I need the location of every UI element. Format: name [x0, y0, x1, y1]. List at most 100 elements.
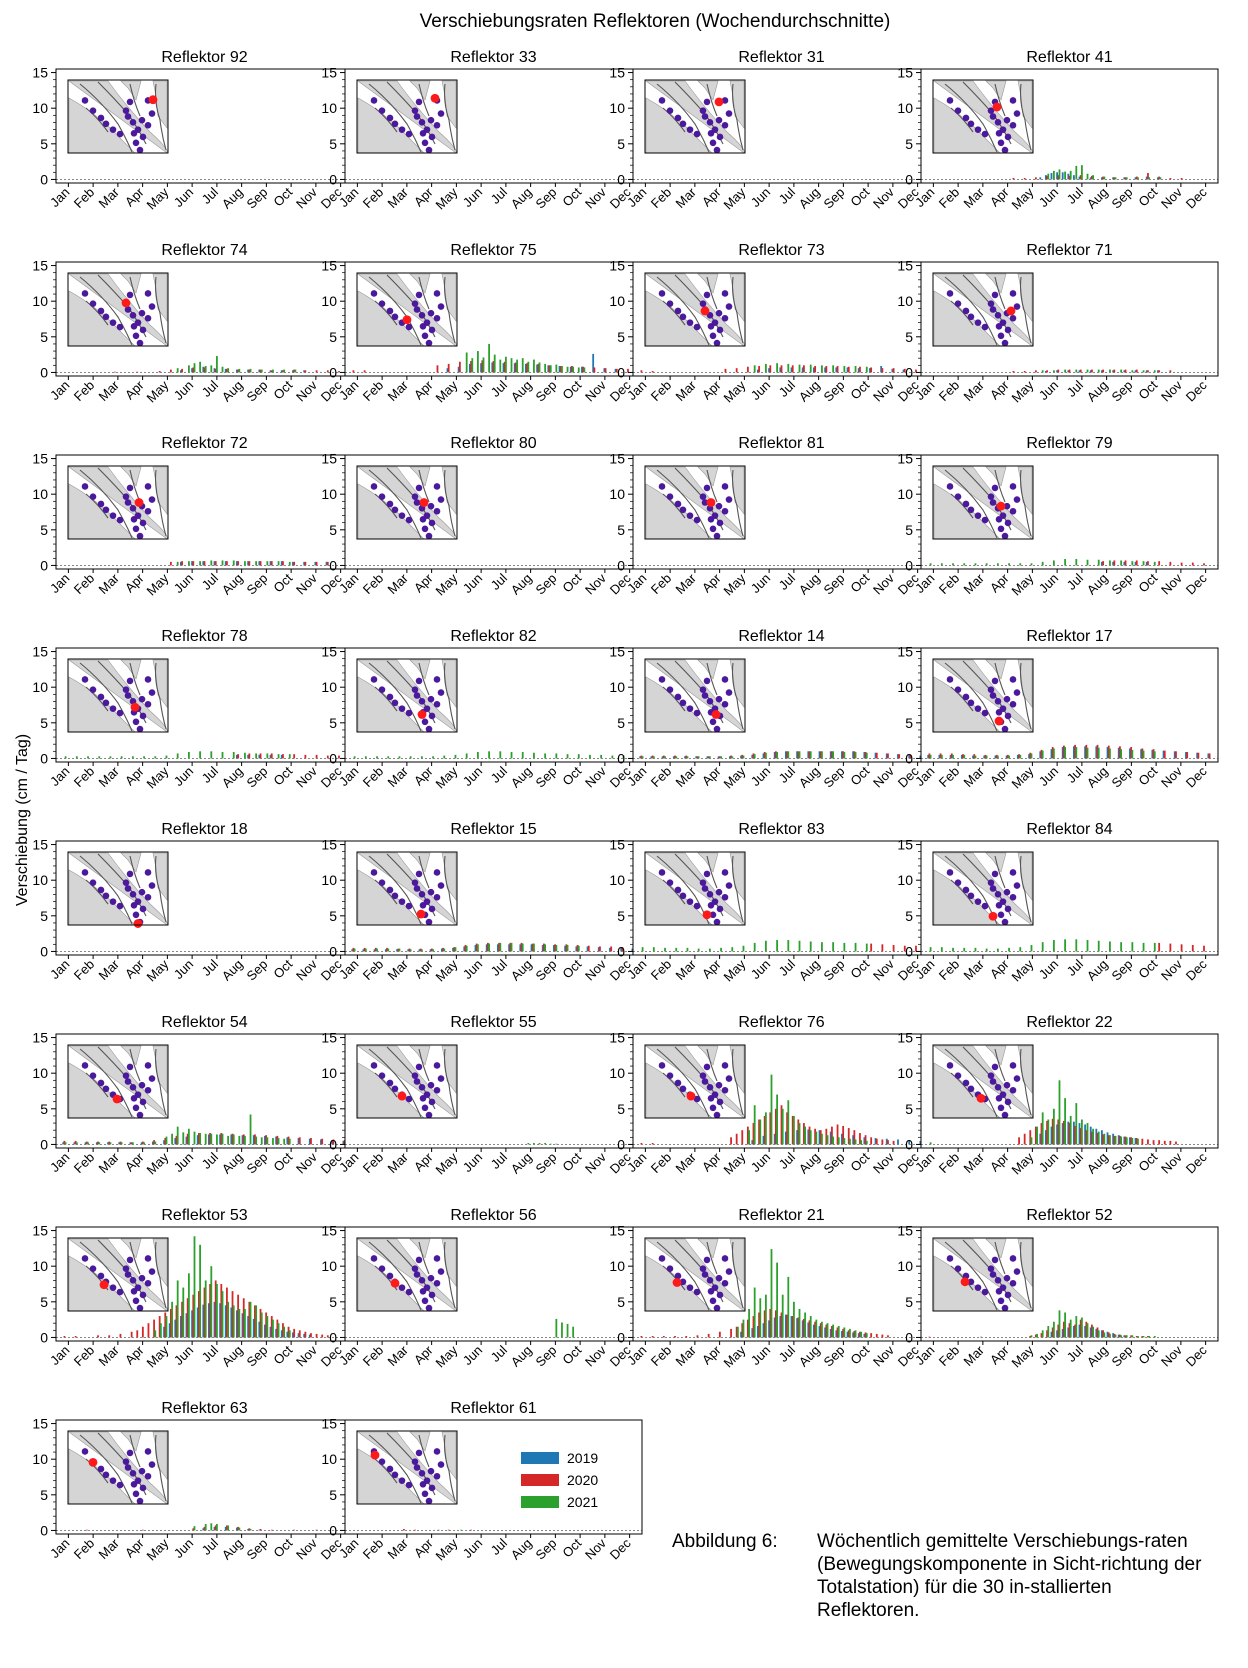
reflector-dot: [415, 291, 423, 299]
y-tick-label: 10: [321, 679, 337, 695]
reflector-dot: [370, 290, 378, 297]
reflector-dot: [419, 1287, 427, 1295]
reflector-dot: [427, 502, 435, 510]
bar-2020: [231, 1133, 234, 1145]
inset-frame: [356, 1044, 458, 1119]
bar-2021: [227, 1135, 230, 1145]
bar-2019: [835, 1330, 838, 1338]
bar-2019: [852, 1135, 855, 1145]
inset-ridge: [374, 1072, 398, 1098]
bar-2021: [742, 1319, 745, 1338]
bar-2019: [230, 1134, 233, 1145]
bar-2020: [892, 1140, 895, 1145]
bar-2021: [193, 363, 196, 373]
x-tick-label: Dec: [1183, 570, 1210, 597]
highlighted-reflector-dot: [672, 1278, 682, 1287]
bar-2019: [807, 1322, 810, 1338]
bar-2019: [762, 1135, 765, 1145]
reflector-dot: [109, 898, 117, 905]
x-tick-label: Jan: [47, 1536, 72, 1561]
bar-2019: [191, 561, 193, 566]
bar-2020: [270, 370, 273, 373]
y-tick-label: 0: [40, 1522, 48, 1538]
reflector-dot: [132, 911, 140, 919]
x-tick-label: Mar: [673, 763, 700, 790]
reflector-dot: [679, 892, 687, 900]
x-tick-label: Mar: [961, 1342, 988, 1369]
reflector-dot: [433, 893, 441, 901]
bar-2019: [258, 369, 261, 373]
y-tick-label: 5: [617, 908, 625, 924]
bar-2020: [315, 370, 318, 373]
bar-2021: [1047, 173, 1050, 180]
reflector-dot: [703, 1063, 711, 1071]
bar-2020: [214, 1280, 217, 1338]
bar-2020: [1063, 1321, 1065, 1338]
bar-2019: [457, 366, 460, 373]
x-tick-label: Apr: [987, 1149, 1012, 1174]
bar-2021: [798, 364, 801, 373]
reflector-dot: [987, 686, 995, 693]
bar-2020: [559, 366, 562, 373]
x-tick-label: Mar: [961, 184, 988, 211]
bar-2019: [362, 949, 365, 952]
reflector-dot: [428, 905, 436, 913]
bar-2019: [558, 366, 561, 373]
bar-2020: [696, 1335, 699, 1338]
x-tick-label: Feb: [71, 185, 97, 211]
bar-2020: [298, 1137, 301, 1145]
reflector-dot: [1009, 700, 1017, 708]
y-tick-label: 0: [617, 1329, 625, 1345]
reflector-dot: [411, 493, 419, 500]
bar-2021: [929, 1142, 932, 1145]
bar-2021: [826, 1323, 829, 1338]
bar-2020: [741, 1130, 744, 1145]
x-tick-label: Nov: [1158, 763, 1185, 790]
bar-2020: [769, 365, 772, 373]
bar-2021: [675, 756, 678, 759]
reflector-dot: [413, 113, 421, 120]
reflector-dot: [102, 699, 110, 707]
reflector-dot: [391, 506, 399, 514]
bar-2021: [753, 1287, 756, 1338]
x-tick-label: Aug: [796, 571, 823, 598]
inset-ridge: [656, 1048, 710, 1118]
bar-2021: [577, 945, 580, 952]
inset-ridge: [154, 1434, 167, 1502]
x-tick-label: Jan: [624, 957, 649, 982]
bar-2021: [516, 359, 519, 373]
inset-ridge: [418, 855, 430, 889]
bar-2019: [1078, 1123, 1081, 1145]
bar-2020: [859, 1133, 861, 1145]
bar-2020: [984, 754, 987, 759]
bar-2019: [1140, 749, 1143, 759]
reflector-dot: [129, 1470, 137, 1477]
inset-map: [356, 851, 458, 926]
bar-2019: [592, 353, 595, 373]
bar-2019: [247, 1316, 250, 1338]
bar-2019: [1134, 177, 1137, 180]
bar-2019: [779, 1316, 782, 1338]
x-tick-label: Apr: [122, 1535, 147, 1560]
y-tick-label: 15: [609, 1030, 625, 1046]
bar-2019: [1112, 1333, 1115, 1338]
bar-2021: [675, 947, 678, 952]
y-tick-label: 10: [32, 1258, 48, 1274]
x-tick-label: Jul: [1064, 1149, 1086, 1171]
bar-2021: [1153, 1336, 1156, 1338]
x-tick-label: May: [144, 763, 172, 791]
reflector-dot: [666, 879, 674, 886]
y-tick-label: 5: [40, 136, 48, 152]
bar-2021: [798, 1308, 801, 1338]
x-tick-label: Nov: [582, 570, 609, 597]
reflector-dot: [89, 879, 97, 886]
reflector-dot: [997, 911, 1005, 919]
reflector-dot: [658, 676, 666, 683]
reflector-dot: [699, 493, 707, 500]
bar-2019: [1073, 746, 1075, 759]
bar-2021: [759, 1119, 762, 1145]
bar-2020: [436, 365, 439, 373]
bar-2020: [287, 1136, 290, 1145]
bar-2019: [208, 1303, 210, 1338]
